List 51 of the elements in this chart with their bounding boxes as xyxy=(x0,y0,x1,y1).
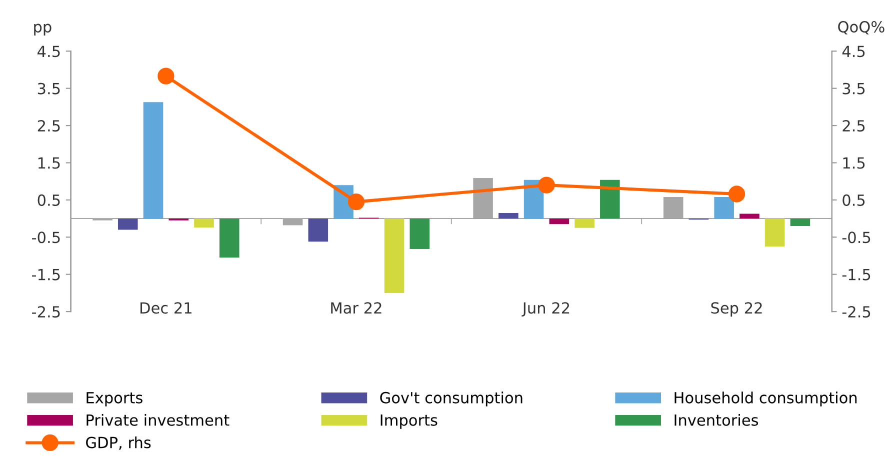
y-axis-title: pp xyxy=(34,24,52,36)
y2-axis-title: QoQ% xyxy=(838,21,884,34)
legend-label: Imports xyxy=(380,414,438,429)
y-tick-label: 0.5 xyxy=(38,194,60,206)
bar xyxy=(663,196,684,219)
point xyxy=(348,193,365,210)
y2-tick-label: 4.5 xyxy=(842,46,865,58)
bar xyxy=(282,218,303,226)
bar xyxy=(714,196,734,219)
bar xyxy=(410,218,430,250)
y2-tick-label: 2.5 xyxy=(842,120,865,132)
y2-tick-label: 0.5 xyxy=(842,194,865,206)
y-tick-label: -2.5 xyxy=(32,306,60,318)
legend-label: Gov't consumption xyxy=(380,392,522,406)
bar xyxy=(219,218,240,258)
y-tick-label: -1.5 xyxy=(32,269,60,280)
legend-label: Exports xyxy=(86,392,142,406)
point xyxy=(158,68,174,84)
legend-label: Household consumption xyxy=(674,392,857,406)
y2-tick-label: -0.5 xyxy=(842,232,870,244)
bar xyxy=(764,218,785,246)
legend-label: Private investment xyxy=(86,414,230,426)
y-tick-label: 2.5 xyxy=(38,120,60,132)
bar xyxy=(498,212,518,219)
point xyxy=(538,176,555,194)
legend-label: Inventories xyxy=(674,414,758,426)
x-tick-label: Mar 22 xyxy=(331,302,382,314)
y-tick-label: 4.5 xyxy=(38,46,60,58)
bar xyxy=(574,218,594,228)
bar xyxy=(118,218,138,230)
x-tick-label: Dec 21 xyxy=(140,302,192,314)
y2-tick-label: -2.5 xyxy=(842,306,870,318)
bar xyxy=(600,180,620,219)
bar xyxy=(740,214,760,219)
bar xyxy=(473,178,493,219)
bar xyxy=(384,218,404,293)
point xyxy=(728,186,746,202)
x-tick-label: Sep 22 xyxy=(711,302,762,317)
y-tick-label: 3.5 xyxy=(38,82,60,94)
bar xyxy=(790,218,810,226)
y2-tick-label: -1.5 xyxy=(842,269,870,280)
bar xyxy=(194,218,214,228)
y2-tick-label: 1.5 xyxy=(843,157,865,169)
y2-tick-label: 3.5 xyxy=(842,82,865,94)
y-tick-label: -0.5 xyxy=(32,232,60,244)
bar xyxy=(143,102,164,219)
bar xyxy=(549,218,570,224)
legend-label: GDP, rhs xyxy=(86,436,151,450)
x-tick-label: Jun 22 xyxy=(522,302,570,317)
y-tick-label: 1.5 xyxy=(38,157,60,169)
bar xyxy=(308,218,328,242)
